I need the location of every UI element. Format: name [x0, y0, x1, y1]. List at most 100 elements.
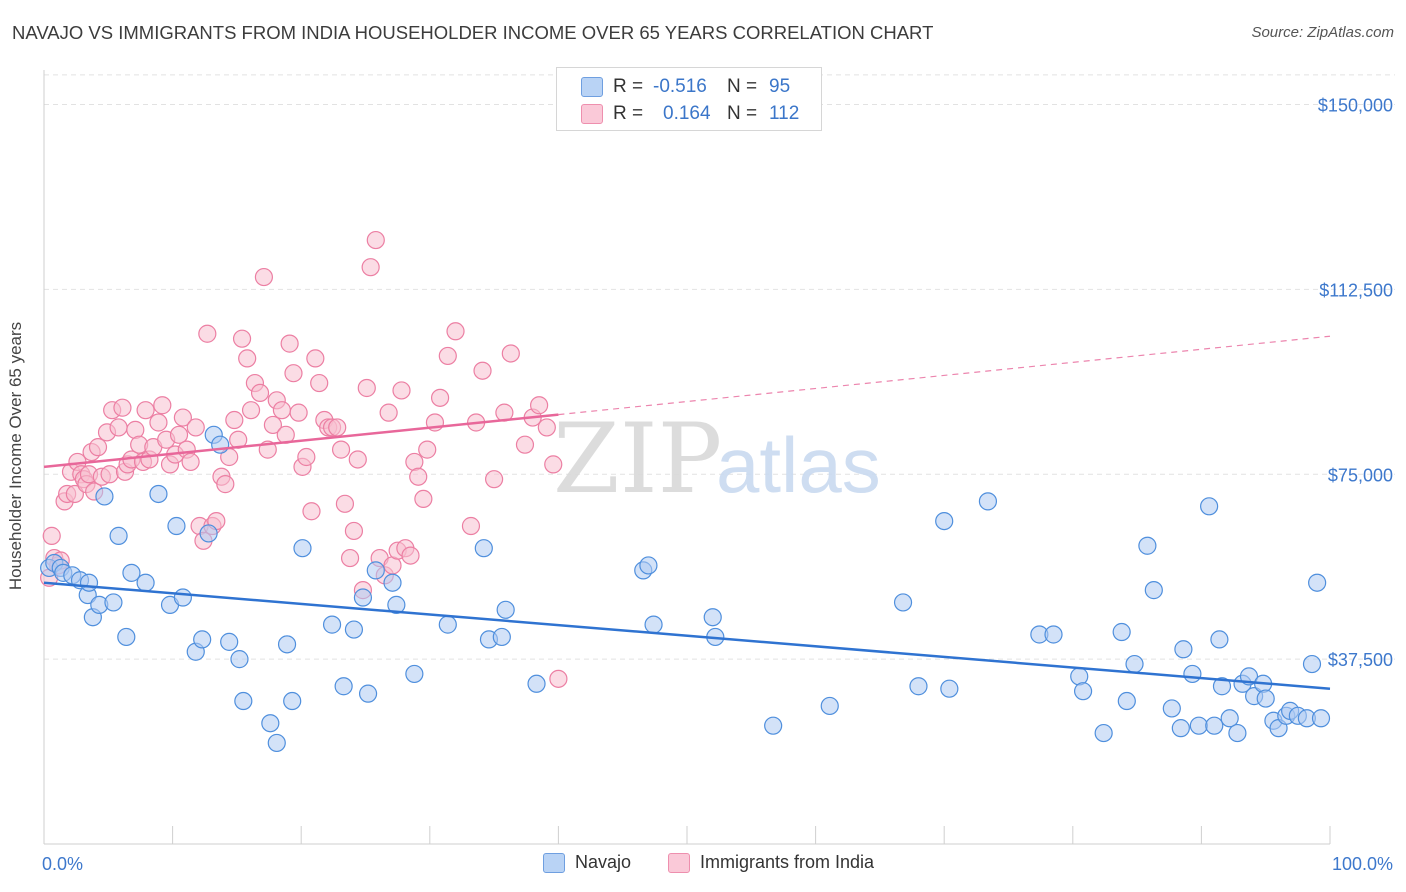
india-point [361, 258, 380, 277]
x-tick-label-min: 0.0% [42, 854, 83, 874]
navajo-point [334, 677, 353, 696]
india-point [254, 267, 274, 287]
india-point [238, 349, 257, 368]
watermark: ZIP atlas [553, 403, 881, 515]
navajo-point [199, 524, 218, 543]
correlation-legend: R = -0.516 N = 95 R = 0.164 N = 112 [556, 67, 822, 131]
navajo-point [322, 615, 342, 634]
navajo-point [940, 679, 959, 698]
navajo-point [1302, 654, 1322, 674]
n-label: N = [727, 76, 758, 97]
navajo-point [277, 635, 297, 654]
india-trend-line [43, 413, 559, 469]
navajo-point [1144, 581, 1163, 600]
navajo-point [283, 691, 302, 711]
y-tick-label: $150,000 [1318, 96, 1393, 116]
navajo-point [1094, 723, 1113, 743]
navajo-point [122, 563, 141, 582]
india-point [473, 361, 492, 380]
navajo-point [109, 526, 128, 545]
navajo-trend-line [43, 581, 1331, 690]
legend-item-navajo: Navajo [543, 852, 631, 873]
x-tick-labels: 0.0% 100.0% [42, 854, 1393, 874]
india-point [348, 450, 367, 469]
y-tick-label: $37,500 [1328, 650, 1393, 670]
navajo-point [149, 484, 168, 504]
india-point [302, 502, 321, 521]
india-point [65, 484, 84, 504]
navajo-point [492, 627, 511, 647]
india-point [501, 344, 520, 363]
navajo-point [293, 539, 312, 558]
navajo-point [1174, 640, 1193, 659]
legend-row-navajo: R = -0.516 N = 95 [581, 75, 790, 99]
india-point [232, 329, 252, 348]
navajo-point [1200, 497, 1219, 516]
india-point [515, 435, 535, 454]
legend-label-india: Immigrants from India [700, 852, 875, 872]
navajo-point [1220, 709, 1239, 728]
india-point [549, 669, 568, 688]
watermark-atlas: atlas [716, 421, 881, 509]
india-point [446, 322, 465, 341]
india-point [136, 401, 155, 420]
navajo-point [1162, 699, 1181, 718]
navajo-point [1256, 689, 1275, 708]
india-point [100, 465, 119, 484]
navajo-point [230, 650, 249, 669]
india-point [331, 440, 351, 459]
india-point [241, 401, 261, 420]
navajo-point [220, 632, 239, 651]
legend-label-navajo: Navajo [575, 852, 632, 872]
india-point [392, 381, 411, 400]
chart-title: NAVAJO VS IMMIGRANTS FROM INDIA HOUSEHOL… [12, 22, 934, 43]
india-point [297, 447, 316, 467]
india-point [409, 467, 428, 486]
india-point [418, 440, 437, 459]
r-label: R = [613, 76, 644, 97]
india-point [530, 396, 549, 415]
navajo-point [117, 627, 136, 647]
navajo-point [527, 674, 546, 693]
navajo-point [909, 677, 928, 696]
n-label: N = [727, 103, 758, 124]
india-point [379, 403, 398, 422]
navajo-point [104, 593, 123, 612]
india-point [537, 418, 556, 437]
navajo-point [1117, 691, 1136, 711]
r-value: 0.164 [663, 103, 711, 124]
india-point [280, 334, 299, 353]
watermark-zip: ZIP [553, 403, 722, 515]
india-point [263, 415, 283, 435]
navajo-point [644, 615, 663, 634]
navajo-point [383, 573, 402, 592]
navajo-point [353, 588, 373, 607]
navajo-point [1212, 677, 1232, 696]
navajo-point [1044, 625, 1063, 644]
india-point [430, 388, 450, 407]
india-point [109, 418, 128, 437]
navajo-point [79, 573, 99, 592]
y-tick-label: $75,000 [1328, 465, 1393, 485]
navajo-point [95, 487, 114, 506]
navajo-point [167, 516, 186, 536]
india-point [284, 364, 303, 383]
india-point [310, 373, 329, 393]
navajo-point [358, 684, 378, 703]
y-tick-label: $112,500 [1319, 280, 1393, 300]
legend-item-india: Immigrants from India [668, 852, 874, 873]
navajo-point [703, 608, 722, 627]
n-value: 95 [769, 76, 791, 97]
india-point [306, 349, 325, 368]
navajo-point [136, 573, 155, 592]
navajo-point [234, 691, 253, 711]
india-swatch [581, 104, 603, 124]
navajo-point [496, 600, 515, 619]
india-point [328, 418, 347, 437]
india-trend-extension [558, 335, 1331, 416]
india-point [250, 383, 270, 403]
x-tick-label-max: 100.0% [1332, 854, 1393, 874]
india-point [149, 413, 168, 432]
y-tick-labels: $37,500 $75,000 $112,500 $150,000 [1318, 96, 1393, 671]
